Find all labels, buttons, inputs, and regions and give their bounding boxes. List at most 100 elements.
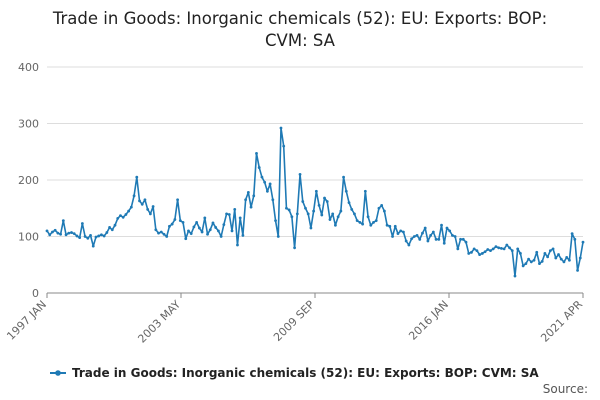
data-point xyxy=(138,199,141,203)
data-point xyxy=(546,255,550,259)
data-point xyxy=(72,232,76,236)
data-point xyxy=(67,231,71,235)
data-point xyxy=(377,206,381,210)
data-point xyxy=(442,241,446,245)
data-point xyxy=(265,189,269,193)
data-point xyxy=(222,223,226,227)
data-point xyxy=(578,256,582,260)
data-point xyxy=(380,204,384,207)
data-point xyxy=(208,228,212,232)
data-point xyxy=(116,217,120,220)
series-line xyxy=(46,127,584,277)
data-point xyxy=(538,262,541,266)
data-point xyxy=(489,249,492,253)
data-point xyxy=(407,243,411,247)
y-tick-label: 400 xyxy=(18,61,39,74)
data-point xyxy=(508,246,511,250)
data-point xyxy=(557,253,560,256)
data-point xyxy=(451,233,454,237)
data-point xyxy=(244,198,248,202)
data-point xyxy=(576,269,579,272)
legend-label: Trade in Goods: Inorganic chemicals (52)… xyxy=(72,366,539,380)
data-point xyxy=(410,237,413,241)
data-point xyxy=(472,247,476,251)
data-point xyxy=(486,248,490,251)
data-point xyxy=(412,235,416,238)
data-point xyxy=(529,260,533,264)
data-point xyxy=(119,214,122,217)
data-point xyxy=(461,237,465,241)
data-point xyxy=(113,223,117,227)
y-tick-label: 300 xyxy=(18,118,39,131)
series-layer xyxy=(45,126,585,278)
data-point xyxy=(276,235,280,238)
data-point xyxy=(170,222,174,226)
data-point xyxy=(298,172,302,176)
gridlines xyxy=(47,66,583,294)
data-point xyxy=(91,244,95,248)
data-point xyxy=(78,236,82,240)
data-point xyxy=(562,260,566,264)
data-point xyxy=(505,243,509,247)
data-point xyxy=(219,235,223,238)
data-point xyxy=(491,247,495,251)
data-point xyxy=(415,233,419,237)
data-point xyxy=(211,221,215,225)
data-point xyxy=(217,229,220,233)
data-point xyxy=(551,247,555,251)
data-point xyxy=(306,212,310,216)
data-point xyxy=(290,215,294,219)
data-point xyxy=(70,231,73,234)
data-point xyxy=(268,182,272,186)
data-point xyxy=(135,175,139,179)
data-point xyxy=(391,235,394,238)
data-point xyxy=(56,231,60,235)
data-point xyxy=(519,252,522,255)
data-point xyxy=(464,240,468,244)
data-point xyxy=(570,232,574,236)
data-point xyxy=(363,189,367,193)
data-point xyxy=(48,233,52,237)
x-tick-label: 1997 JAN xyxy=(4,298,49,343)
data-point xyxy=(565,256,569,259)
data-point xyxy=(295,212,299,216)
data-point xyxy=(502,247,506,251)
data-point xyxy=(129,205,133,209)
legend: Trade in Goods: Inorganic chemicals (52)… xyxy=(50,366,539,380)
x-tick-label: 2016 JAN xyxy=(406,298,451,343)
data-point xyxy=(80,222,84,225)
data-point xyxy=(336,215,340,219)
data-point xyxy=(252,194,256,198)
data-point xyxy=(255,152,258,155)
data-point xyxy=(61,219,65,223)
data-point xyxy=(206,232,209,236)
data-point xyxy=(293,246,296,250)
data-point xyxy=(559,257,563,261)
data-point xyxy=(187,229,190,233)
data-point xyxy=(157,231,160,235)
data-point xyxy=(45,229,49,233)
data-point xyxy=(314,189,318,193)
data-point xyxy=(102,234,106,238)
data-point xyxy=(521,264,525,268)
data-point xyxy=(483,250,487,254)
data-point xyxy=(342,175,345,179)
data-point xyxy=(279,126,283,130)
y-axis-ticks: 0 100 200 300 400 xyxy=(18,61,39,300)
data-point xyxy=(524,262,528,266)
data-point xyxy=(225,212,228,216)
data-point xyxy=(108,226,111,229)
data-point xyxy=(249,205,253,209)
data-point xyxy=(516,247,520,251)
legend-swatch-marker xyxy=(55,370,61,376)
data-point xyxy=(317,204,321,207)
data-point xyxy=(238,216,242,220)
data-point xyxy=(263,180,267,184)
data-point xyxy=(127,209,131,213)
data-point xyxy=(358,220,362,224)
data-point xyxy=(535,250,539,254)
data-point xyxy=(467,252,471,255)
data-point xyxy=(192,225,196,229)
data-point xyxy=(513,274,517,278)
